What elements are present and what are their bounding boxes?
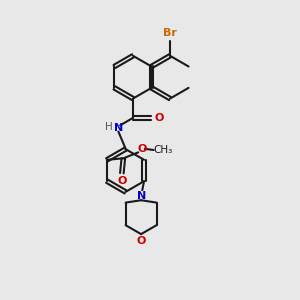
Text: N: N <box>137 191 146 201</box>
Text: O: O <box>118 176 127 186</box>
Text: O: O <box>138 144 147 154</box>
Text: CH₃: CH₃ <box>153 145 172 155</box>
Text: O: O <box>155 113 164 123</box>
Text: O: O <box>136 236 146 246</box>
Text: Br: Br <box>163 28 177 38</box>
Text: H: H <box>105 122 113 131</box>
Text: N: N <box>114 123 123 133</box>
